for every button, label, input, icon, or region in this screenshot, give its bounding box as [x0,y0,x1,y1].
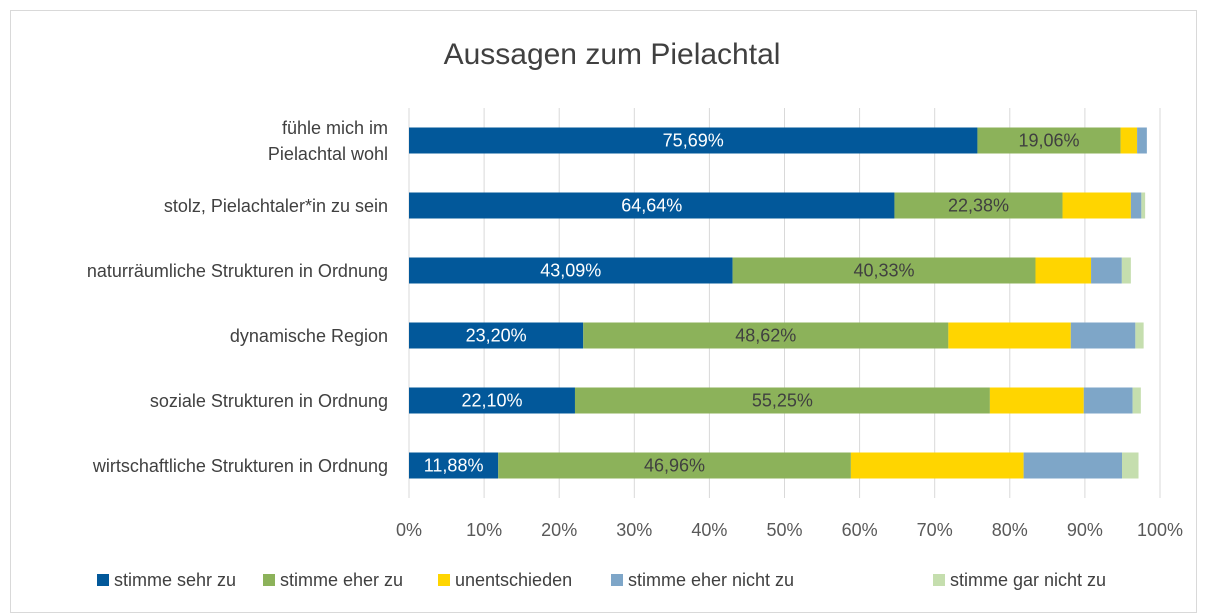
y-tick-label: stolz, Pielachtaler*in zu sein [163,195,388,216]
bar-segment [1083,387,1133,414]
y-tick-label: soziale Strukturen in Ordnung [149,390,388,411]
x-tick-label: 40% [691,520,727,540]
bar-segment [948,322,1071,349]
bar-segment [409,127,978,154]
x-tick-label: 60% [842,520,878,540]
bar-segment [1023,452,1122,479]
bar-segment [1070,322,1136,349]
y-tick-label: dynamische Region [229,325,388,346]
bar-segment [409,192,895,219]
bar-segment [498,452,851,479]
data-label: 43,09% [540,260,601,280]
x-tick-label: 0% [396,520,422,540]
x-tick-label: 90% [1067,520,1103,540]
data-label: 40,33% [854,260,915,280]
bar-segment [574,387,990,414]
legend-label: stimme eher zu [280,570,403,590]
x-tick-label: 30% [616,520,652,540]
x-tick-label: 70% [917,520,953,540]
legend-label: unentschieden [455,570,572,590]
data-label: 19,06% [1018,130,1079,150]
data-label: 22,10% [461,390,522,410]
bar-segment [1035,257,1092,284]
legend-label: stimme sehr zu [114,570,236,590]
x-tick-label: 50% [766,520,802,540]
bar-segment [583,322,949,349]
y-tick-label: naturräumliche Strukturen in Ordnung [86,260,388,281]
data-label: 23,20% [466,325,527,345]
bar-segment [409,257,733,284]
legend-marker [438,574,450,586]
bar-segment [850,452,1024,479]
bar-segment [894,192,1063,219]
legend-marker [97,574,109,586]
data-label: 55,25% [752,390,813,410]
data-label: 64,64% [621,195,682,215]
legend-label: stimme gar nicht zu [950,570,1106,590]
bar-segment [1120,127,1138,154]
legend-marker [611,574,623,586]
bar-segment [1130,192,1142,219]
x-tick-label: 80% [992,520,1028,540]
x-tick-label: 100% [1137,520,1183,540]
data-label: 48,62% [735,325,796,345]
bar-segment [1121,452,1139,479]
data-label: 11,88% [424,455,484,475]
x-tick-label: 10% [466,520,502,540]
bar-segment [1062,192,1131,219]
bar-segment [1091,257,1122,284]
bar-segment [409,322,584,349]
data-label: 22,38% [948,195,1009,215]
chart-border [10,10,1197,613]
legend-marker [933,574,945,586]
data-label: 75,69% [663,130,724,150]
legend-marker [263,574,275,586]
y-tick-label: wirtschaftliche Strukturen in Ordnung [92,455,388,476]
bar-segment [1141,192,1146,219]
bar-segment [977,127,1121,154]
data-label: 46,96% [644,455,705,475]
bar-segment [1135,322,1144,349]
bar-segment [1137,127,1147,154]
legend-label: stimme eher nicht zu [628,570,794,590]
chart-title: Aussagen zum Pielachtal [444,38,781,71]
bar-segment [732,257,1036,284]
bar-segment [989,387,1084,414]
y-tick-label: fühle mich im Pielachtal wohl [267,117,388,164]
bar-segment [409,452,499,479]
x-tick-label: 20% [541,520,577,540]
bar-segment [1121,257,1131,284]
bar-segment [409,387,575,414]
bar-segment [1132,387,1141,414]
